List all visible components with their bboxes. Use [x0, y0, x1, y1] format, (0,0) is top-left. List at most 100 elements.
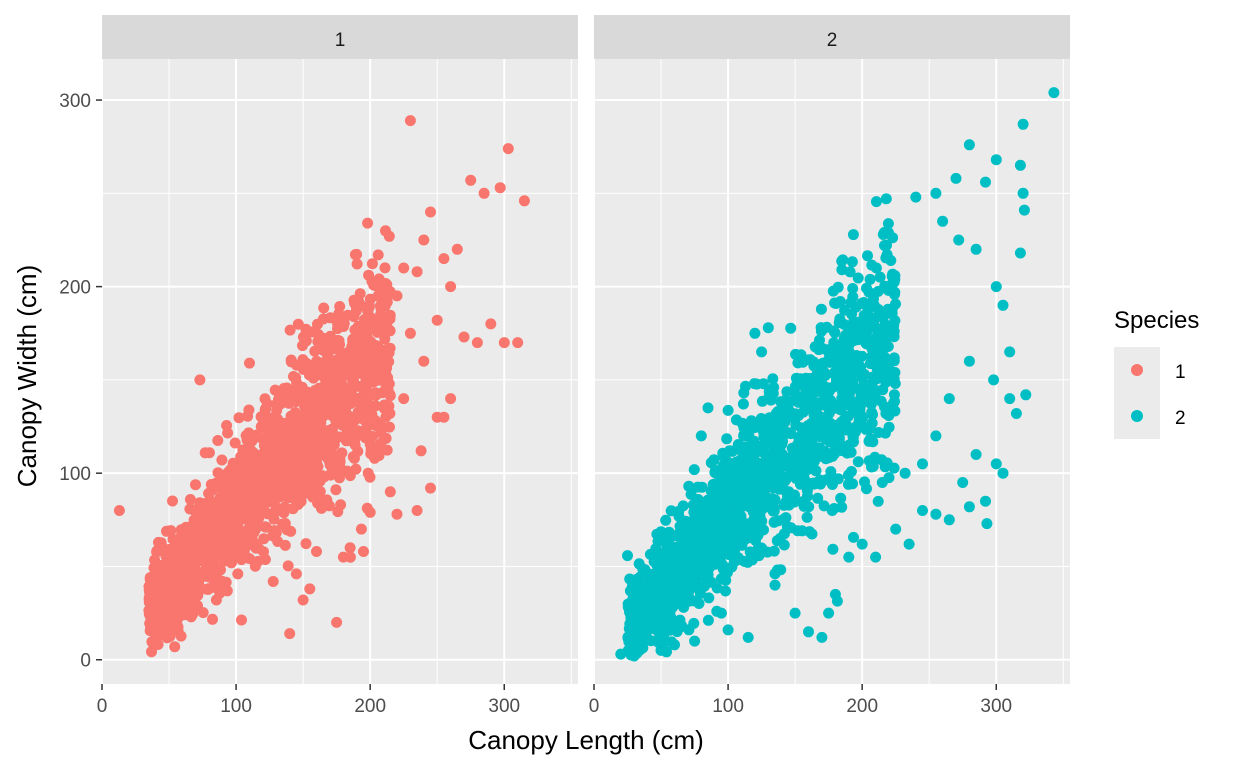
data-point — [717, 447, 729, 459]
data-point — [736, 417, 748, 429]
data-point — [193, 526, 205, 538]
data-point — [297, 594, 309, 606]
data-point — [296, 381, 308, 393]
data-point — [308, 365, 320, 376]
data-point — [963, 501, 975, 513]
data-point — [334, 456, 346, 468]
data-point — [828, 419, 840, 431]
data-point — [653, 590, 665, 602]
data-point — [253, 463, 265, 475]
data-point — [318, 345, 330, 356]
data-point — [214, 492, 226, 503]
data-point — [332, 312, 344, 324]
data-point — [642, 620, 654, 632]
data-point — [833, 358, 845, 370]
data-point — [805, 454, 817, 466]
data-point — [271, 405, 283, 417]
data-point — [190, 514, 202, 526]
data-point — [777, 435, 789, 447]
data-point — [727, 520, 739, 532]
data-point — [784, 427, 796, 439]
x-tick-label: 0 — [589, 696, 600, 717]
data-point — [726, 561, 738, 573]
panel-1: 1 0 100 200 300 0 100 200 300 — [59, 15, 578, 717]
data-point — [953, 234, 965, 246]
data-point — [458, 331, 470, 343]
data-point — [231, 509, 243, 521]
data-point — [873, 327, 885, 339]
data-point — [260, 449, 272, 461]
data-point — [681, 546, 693, 558]
data-point — [425, 482, 436, 494]
data-point — [762, 322, 774, 334]
data-point — [738, 429, 750, 441]
data-point — [801, 485, 813, 497]
data-point — [163, 525, 175, 537]
data-point — [357, 429, 369, 441]
data-point — [793, 432, 805, 444]
data-point — [160, 550, 172, 562]
data-point — [366, 258, 378, 270]
panels-layer: 1 0 100 200 300 0 100 200 300 2 0 100 200 300 — [59, 15, 1070, 717]
data-point — [758, 426, 769, 438]
data-point — [324, 330, 336, 342]
y-tick-label: 200 — [59, 278, 91, 299]
data-point — [279, 518, 291, 529]
data-point — [879, 401, 890, 413]
data-point — [465, 174, 477, 186]
data-point — [710, 521, 722, 532]
y-tick-label: 100 — [59, 464, 91, 485]
data-point — [299, 401, 311, 412]
data-point — [334, 416, 346, 428]
data-point — [336, 447, 348, 459]
data-point — [816, 631, 828, 643]
data-point — [311, 355, 323, 367]
data-point — [379, 333, 391, 345]
data-point — [879, 334, 891, 346]
data-point — [690, 527, 702, 539]
data-point — [818, 417, 830, 429]
data-point — [197, 607, 209, 619]
data-point — [362, 217, 374, 229]
data-point — [720, 585, 731, 597]
data-point — [838, 396, 850, 408]
data-point — [695, 430, 707, 442]
data-point — [170, 541, 181, 553]
data-point — [172, 598, 184, 610]
data-point — [216, 454, 228, 466]
data-point — [243, 404, 255, 416]
data-point — [740, 380, 751, 392]
data-point — [360, 404, 372, 415]
data-point — [845, 466, 857, 477]
data-point — [862, 304, 874, 315]
data-point — [850, 426, 861, 438]
y-axis-title: Canopy Width (cm) — [12, 265, 42, 488]
data-point — [874, 271, 886, 283]
data-point — [803, 626, 814, 638]
data-point — [198, 508, 209, 520]
data-point — [826, 505, 838, 516]
data-point — [638, 602, 650, 614]
data-point — [332, 402, 344, 414]
data-point — [702, 402, 714, 414]
data-point — [815, 322, 827, 334]
data-point — [692, 481, 704, 493]
data-point — [205, 485, 217, 497]
y-tick-label: 0 — [80, 651, 91, 672]
data-point — [748, 378, 760, 390]
data-point — [267, 576, 279, 587]
data-point — [365, 444, 377, 456]
data-point — [146, 573, 158, 585]
data-point — [239, 502, 251, 514]
data-point — [845, 297, 857, 309]
data-point — [292, 318, 304, 330]
x-tick-label: 100 — [712, 696, 744, 717]
data-point — [803, 392, 815, 404]
data-point — [870, 551, 882, 563]
data-point — [628, 650, 640, 662]
data-point — [734, 529, 746, 541]
data-point — [813, 344, 825, 356]
data-point — [886, 278, 898, 290]
data-point — [769, 579, 781, 591]
data-point — [717, 563, 729, 575]
